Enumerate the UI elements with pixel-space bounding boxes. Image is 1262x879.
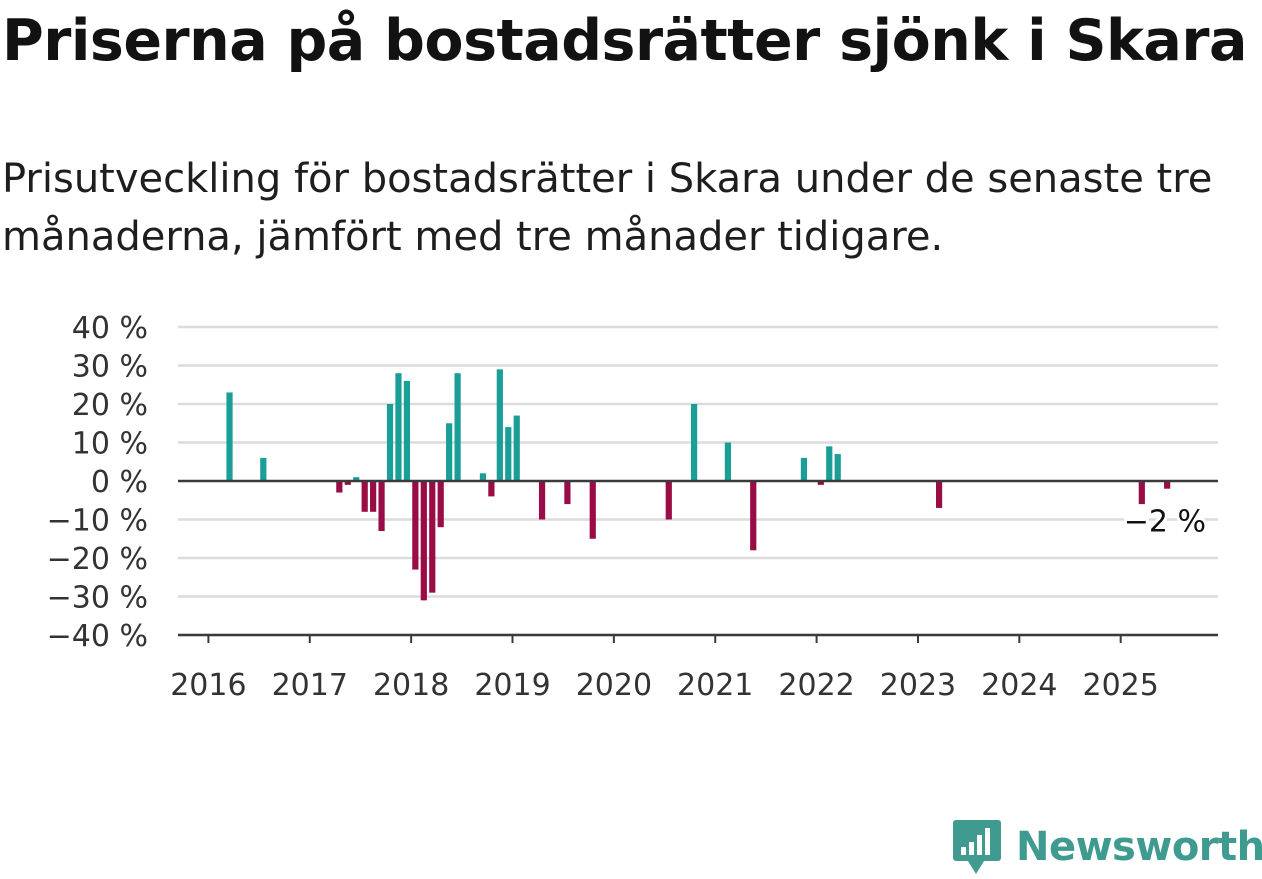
bar (834, 454, 841, 481)
y-tick-label: −40 % (47, 619, 148, 654)
bar (386, 404, 394, 481)
y-tick-label: 30 % (72, 350, 148, 385)
bar (589, 481, 596, 539)
bar (488, 481, 495, 497)
bar (420, 481, 427, 601)
x-tick-label: 2018 (373, 668, 449, 703)
x-tick-label: 2017 (272, 668, 348, 703)
bar (403, 380, 411, 481)
bar (665, 481, 672, 520)
bar (412, 481, 419, 570)
x-tick-label: 2022 (778, 668, 854, 703)
bar (344, 481, 351, 485)
bar (724, 442, 732, 481)
bar (260, 457, 267, 481)
logo-wordmark: Newsworthy (1016, 824, 1262, 870)
bar (479, 473, 487, 481)
bar (817, 481, 824, 485)
y-tick-label: 40 % (72, 311, 148, 346)
y-tick-label: −30 % (47, 581, 148, 616)
bar (564, 481, 571, 505)
bar (800, 457, 808, 481)
bar (750, 481, 757, 551)
grid-lines (178, 325, 1218, 637)
bar (1138, 481, 1145, 505)
bar (370, 481, 377, 512)
axes (178, 479, 1218, 643)
bar (1164, 481, 1171, 489)
annotation-label: −2 % (1124, 505, 1206, 540)
bar (353, 477, 360, 481)
chart-title: Priserna på bostadsrätter sjönk i Skara (2, 8, 1247, 74)
bar (496, 369, 503, 481)
bar (538, 481, 546, 520)
y-tick-label: −10 % (47, 504, 148, 539)
x-tick-label: 2023 (880, 668, 956, 703)
y-tick-label: 20 % (72, 388, 148, 423)
x-tick-label: 2019 (474, 668, 550, 703)
bars (226, 369, 1171, 601)
bar (395, 373, 402, 481)
y-tick-label: 10 % (72, 427, 148, 462)
chart-subtitle: Prisutveckling för bostadsrätter i Skara… (2, 156, 1213, 260)
bar (446, 423, 453, 481)
y-tick-label: 0 % (91, 465, 148, 500)
bar (454, 373, 461, 481)
x-tick-label: 2020 (576, 668, 652, 703)
bar (378, 481, 385, 532)
newsworthy-logo: Newsworthy (952, 818, 1262, 876)
bar (429, 481, 436, 593)
bar (513, 415, 520, 481)
x-tick-label: 2024 (981, 668, 1057, 703)
x-tick-label: 2025 (1083, 668, 1159, 703)
x-axis-labels: 2016 2017 2018 2019 2020 2021 2022 2023 2024 2025 (170, 668, 1159, 703)
bar (505, 427, 512, 481)
annotations: −2 % (1121, 502, 1209, 543)
bar (691, 404, 698, 481)
bar (361, 481, 368, 512)
y-tick-label: −20 % (47, 542, 148, 577)
bar-chart-speech-bubble-icon (953, 820, 1001, 874)
bar (935, 481, 943, 508)
bar (437, 481, 444, 528)
bar (336, 481, 343, 493)
y-axis-labels: 40 % 30 %20 % 10 %0 % −10 %−20 % −30 %−40 % (47, 311, 148, 654)
x-tick-label: 2016 (170, 668, 246, 703)
x-tick-label: 2021 (677, 668, 753, 703)
bar-chart: 40 %30 %20 %10 %0 %−10 %−20 %−30 %−40 % … (47, 311, 1218, 703)
bar (226, 392, 233, 481)
bar (826, 446, 833, 481)
